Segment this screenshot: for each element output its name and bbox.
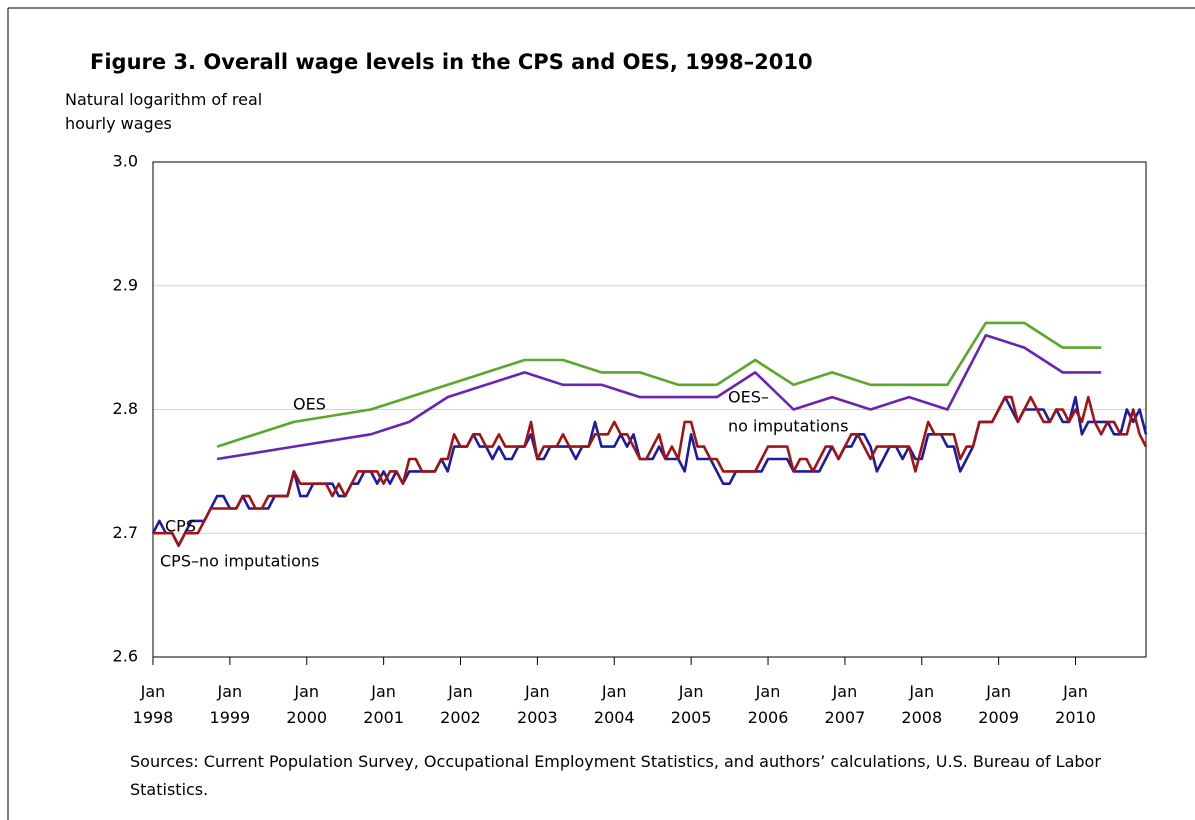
annotation: no imputations — [728, 417, 848, 436]
y-tick-label: 3.0 — [113, 152, 138, 171]
source-note: Sources: Current Population Survey, Occu… — [130, 752, 1101, 799]
x-tick-label: Jan 2004 — [593, 682, 635, 727]
x-tick-label: Jan 2008 — [901, 682, 943, 727]
y-tick-label: 2.6 — [113, 647, 138, 666]
y-tick-label: 2.8 — [113, 399, 138, 418]
plot-frame — [152, 161, 1147, 658]
x-tick-label: Jan 2007 — [824, 682, 866, 727]
series-line — [216, 321, 1102, 448]
annotation: CPS — [165, 517, 196, 536]
x-tick-label: Jan 1999 — [209, 682, 251, 727]
x-tick-label: Jan 2000 — [286, 682, 328, 727]
x-tick-label: Jan 1998 — [132, 682, 174, 727]
x-tick-label: Jan 2006 — [747, 682, 789, 727]
annotation: OES — [293, 395, 326, 414]
series-line — [216, 334, 1102, 461]
x-tick-label: Jan 2010 — [1055, 682, 1096, 727]
y-tick-label: 2.7 — [113, 523, 138, 542]
y-axis-label: Natural logarithm of real hourly wages — [65, 90, 263, 133]
y-tick-label: 2.9 — [113, 275, 138, 294]
x-tick-label: Jan 2009 — [978, 682, 1019, 727]
x-tick-label: Jan 2001 — [363, 682, 404, 727]
series-line — [153, 395, 1148, 547]
x-tick-label: Jan 2002 — [440, 682, 481, 727]
chart-title: Figure 3. Overall wage levels in the CPS… — [90, 50, 813, 74]
annotation: OES– — [728, 388, 769, 407]
x-tick-label: Jan 2005 — [670, 682, 712, 727]
annotation: CPS–no imputations — [160, 552, 319, 571]
x-tick-label: Jan 2003 — [517, 682, 558, 727]
